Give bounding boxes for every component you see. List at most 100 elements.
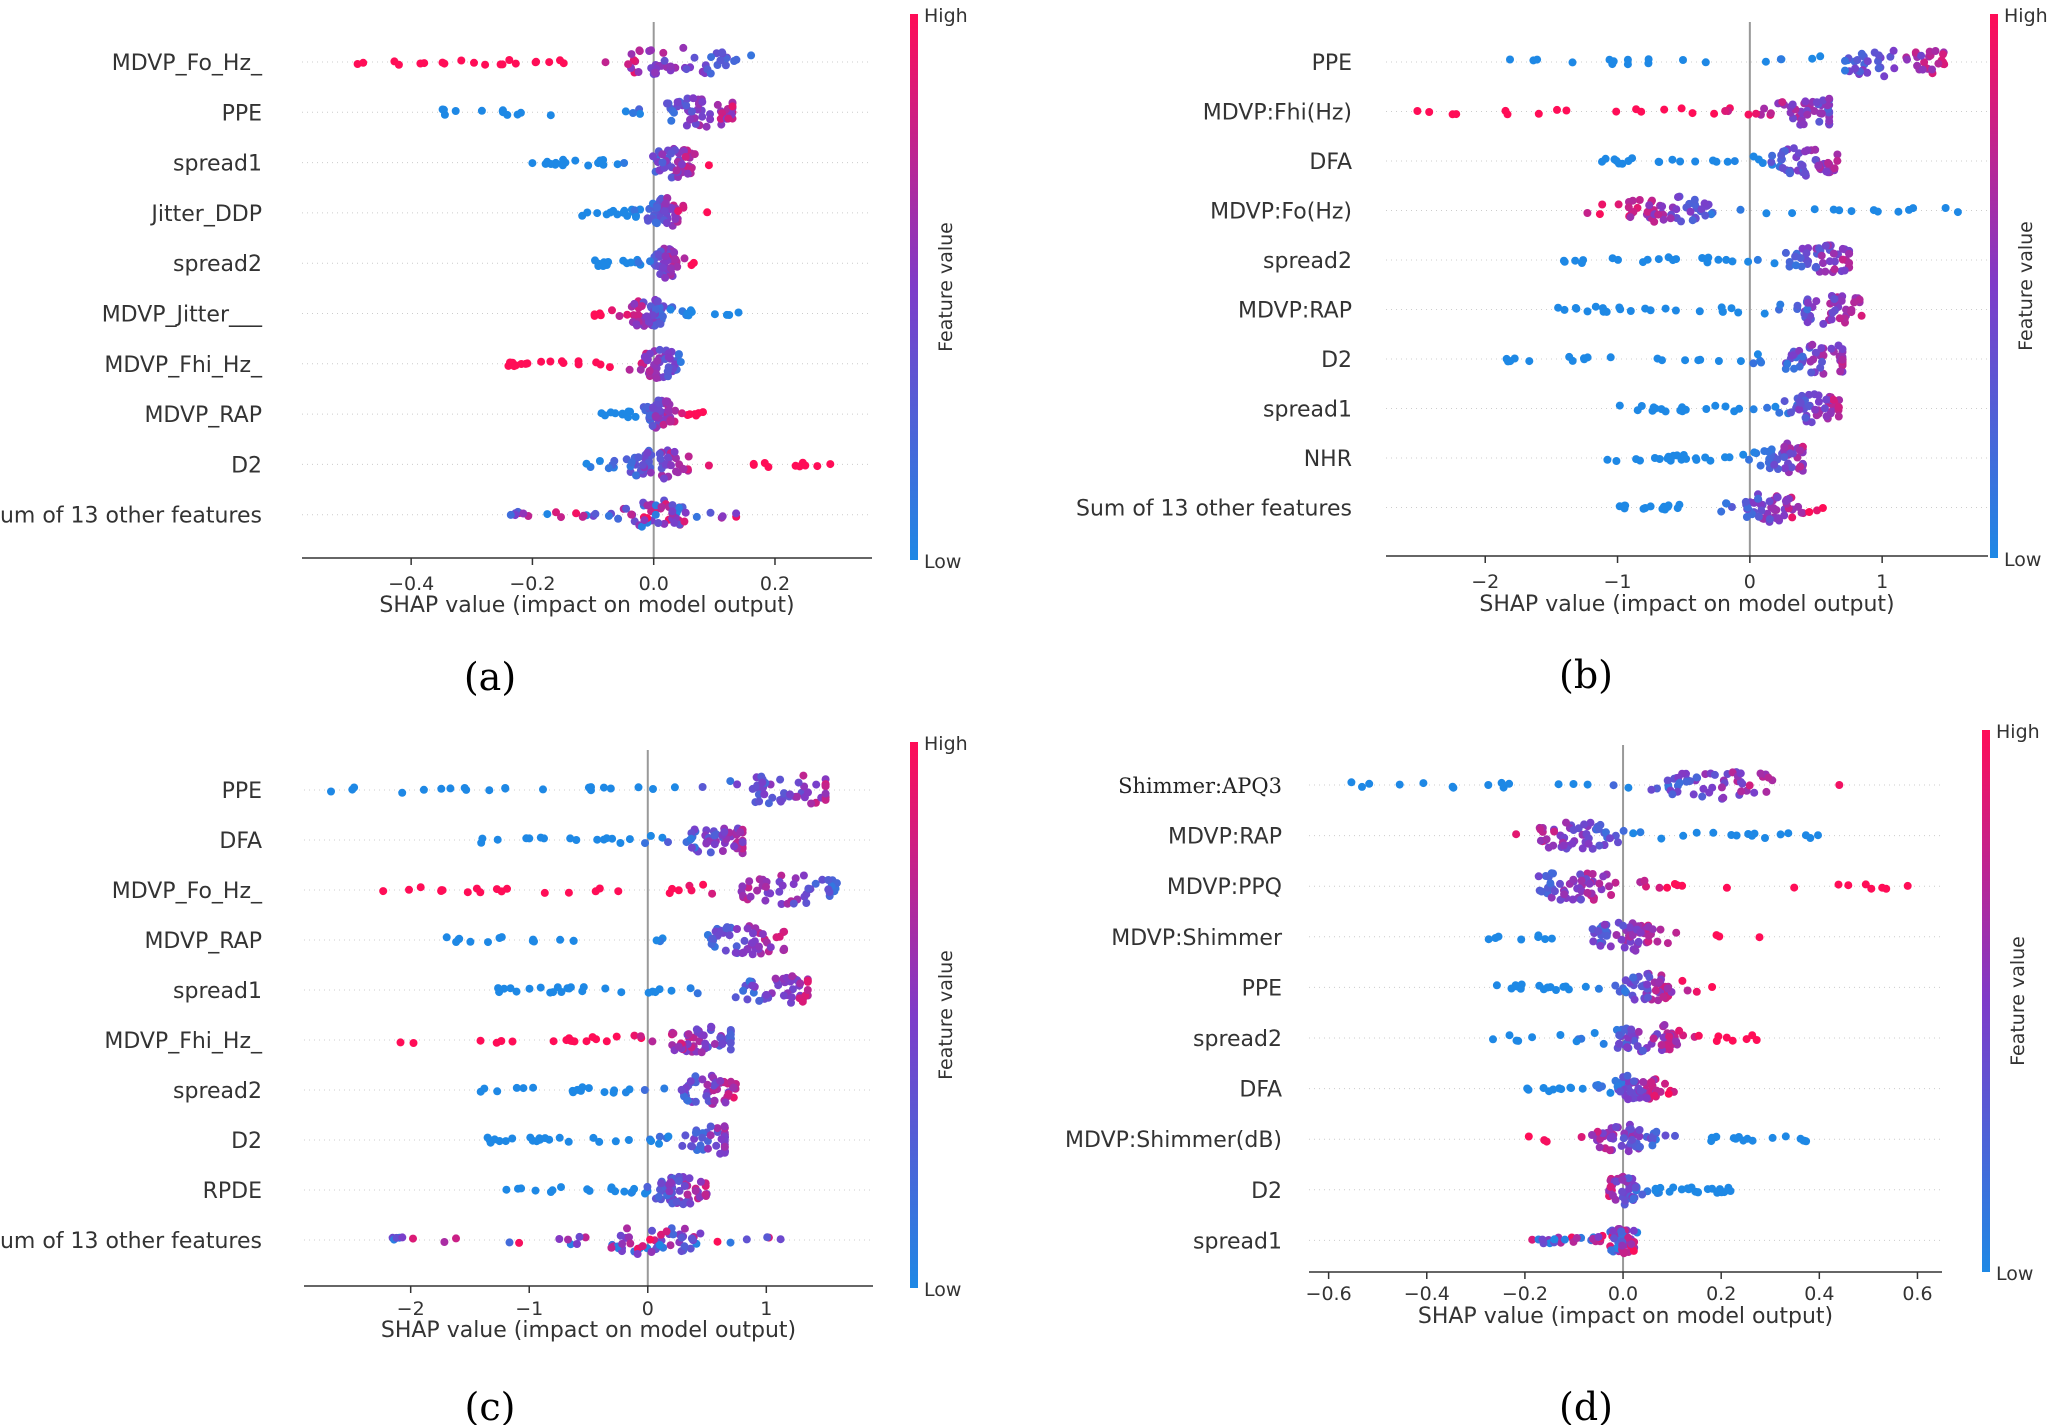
shap-point	[1649, 403, 1658, 412]
shap-point	[1786, 449, 1795, 458]
shap-point	[710, 1040, 719, 1048]
panel-c: PPE DFA MDVP_Fo_Hz_ MDVP_RAP spread1 MDVP_Fhi…	[0, 733, 968, 1425]
feature-points	[590, 295, 743, 330]
shap-point	[1576, 870, 1585, 879]
shap-point	[1599, 1039, 1608, 1048]
shap-point	[1684, 1185, 1693, 1194]
shap-point	[738, 949, 747, 958]
shap-point	[1811, 405, 1820, 414]
shap-point	[1655, 158, 1664, 166]
shap-point	[673, 98, 682, 107]
shap-point	[1785, 167, 1794, 176]
colorbar	[910, 14, 918, 560]
shap-point	[1598, 200, 1607, 209]
shap-point	[1737, 787, 1746, 796]
feature-points	[1484, 918, 1764, 955]
panel-caption: (c)	[465, 1385, 516, 1425]
shap-point	[1708, 783, 1717, 792]
shap-point	[557, 988, 566, 996]
shap-point	[1534, 931, 1543, 940]
shap-point	[1768, 151, 1777, 160]
shap-point	[625, 1085, 634, 1094]
shap-point	[1615, 303, 1624, 312]
shap-point	[749, 460, 758, 469]
shap-point	[775, 932, 784, 941]
shap-point	[569, 936, 578, 945]
shap-point	[665, 1187, 674, 1196]
shap-point	[1501, 106, 1510, 115]
colorbar-title: Feature value	[935, 950, 957, 1080]
shap-point	[1629, 829, 1638, 838]
shap-point	[672, 1197, 681, 1206]
shap-point	[824, 885, 833, 894]
shap-point	[681, 1131, 690, 1140]
shap-point	[1861, 880, 1870, 889]
shap-point	[1583, 307, 1592, 316]
shap-point	[1812, 98, 1821, 107]
shap-point	[1886, 52, 1895, 61]
shap-point	[758, 930, 767, 939]
shap-point	[405, 885, 413, 894]
shap-point	[1692, 828, 1701, 837]
shap-point	[1752, 109, 1760, 118]
shap-point	[608, 834, 617, 843]
shap-point	[634, 453, 643, 462]
shap-point	[1623, 1071, 1632, 1080]
shap-point	[1755, 933, 1764, 942]
shap-point	[584, 783, 593, 792]
feature-label: Sum of 13 other features	[1076, 497, 1352, 522]
shap-point	[799, 771, 808, 780]
shap-point	[1649, 1034, 1658, 1043]
shap-point	[485, 1136, 494, 1144]
shap-point	[440, 1238, 449, 1246]
shap-point	[624, 413, 633, 422]
shap-point	[1750, 448, 1759, 457]
shap-point	[454, 935, 463, 944]
shap-point	[1592, 1081, 1601, 1090]
shap-point	[438, 58, 447, 67]
shap-point	[666, 305, 675, 314]
shap-point	[1770, 460, 1779, 469]
shap-point	[1816, 109, 1825, 118]
shap-point	[1953, 208, 1962, 217]
shap-point	[1659, 992, 1668, 1001]
shap-point	[1626, 307, 1635, 315]
shap-point	[1825, 117, 1834, 126]
shap-point	[624, 60, 633, 69]
shap-point	[670, 108, 678, 117]
shap-point	[1589, 937, 1598, 946]
feature-label: MDVP_Fhi_Hz_	[104, 1029, 263, 1054]
shap-point	[786, 790, 794, 799]
shap-point	[1645, 201, 1654, 210]
shap-point	[654, 1192, 663, 1201]
shap-point	[686, 1244, 695, 1253]
shap-point	[1598, 157, 1606, 166]
x-tick-label: −0.4	[388, 573, 434, 595]
shap-point	[1763, 403, 1772, 412]
shap-point	[572, 509, 581, 518]
shap-point	[642, 312, 651, 321]
shap-point	[1484, 781, 1493, 789]
shap-point	[651, 218, 660, 227]
feature-label: MDVP_Jitter___	[102, 303, 263, 328]
shap-point	[595, 457, 604, 465]
shap-point	[1796, 398, 1805, 407]
shap-point	[1880, 72, 1889, 81]
shap-point	[667, 116, 676, 125]
shap-point	[1841, 56, 1849, 65]
shap-point	[1691, 157, 1700, 166]
shap-point	[1611, 878, 1620, 887]
shap-point	[623, 310, 632, 319]
shap-point	[556, 935, 565, 944]
shap-point	[1612, 931, 1621, 939]
shap-point	[394, 60, 403, 69]
shap-point	[1833, 156, 1842, 165]
shap-point	[614, 514, 623, 523]
shap-point	[721, 1098, 730, 1107]
shap-point	[1678, 976, 1687, 985]
shap-point	[549, 1037, 558, 1046]
shap-point	[813, 462, 822, 471]
shap-point	[788, 972, 797, 981]
shap-point	[620, 159, 629, 167]
shap-point	[1663, 984, 1672, 993]
